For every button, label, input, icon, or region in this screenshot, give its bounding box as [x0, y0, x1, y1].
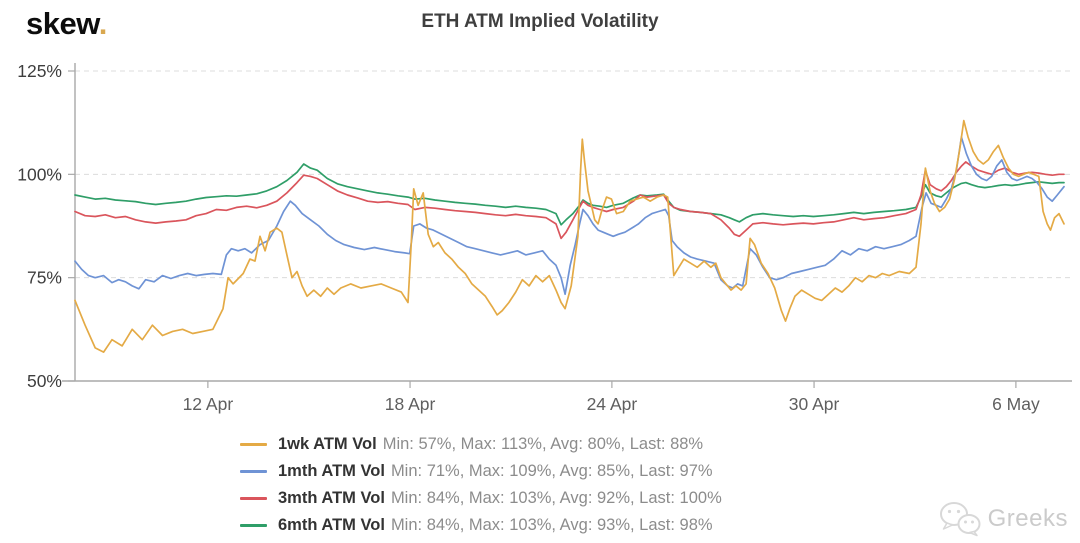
legend-name-3mth: 3mth ATM Vol — [278, 489, 385, 507]
legend-marker-3mth — [240, 497, 267, 500]
skew-logo-dot: . — [98, 6, 108, 41]
legend-stats-1wk: Min: 57%, Max: 113%, Avg: 80%, Last: 88% — [382, 435, 704, 453]
chart-legend: 1wk ATM Vol Min: 57%, Max: 113%, Avg: 80… — [240, 431, 722, 539]
legend-item-6mth[interactable]: 6mth ATM Vol Min: 84%, Max: 103%, Avg: 9… — [240, 512, 722, 539]
series-line-6mth-atm-vol — [74, 163, 1065, 226]
x-tick-label: 30 Apr — [789, 394, 840, 414]
legend-item-3mth[interactable]: 3mth ATM Vol Min: 84%, Max: 103%, Avg: 9… — [240, 485, 722, 512]
legend-marker-1wk — [240, 443, 267, 446]
x-tick-label: 24 Apr — [587, 394, 638, 414]
skew-logo: skew. — [26, 6, 107, 42]
legend-marker-1mth — [240, 470, 267, 473]
skew-logo-text: skew — [26, 6, 99, 41]
legend-stats-3mth: Min: 84%, Max: 103%, Avg: 92%, Last: 100… — [390, 489, 722, 507]
legend-name-1wk: 1wk ATM Vol — [278, 435, 377, 453]
legend-stats-6mth: Min: 84%, Max: 103%, Avg: 93%, Last: 98% — [390, 516, 713, 534]
legend-stats-1mth: Min: 71%, Max: 109%, Avg: 85%, Last: 97% — [390, 462, 713, 480]
legend-marker-6mth — [240, 524, 267, 527]
x-tick-label: 6 May — [992, 394, 1040, 414]
x-tick-label: 12 Apr — [183, 394, 234, 414]
chart-title: ETH ATM Implied Volatility — [421, 11, 659, 32]
series-line-1wk-atm-vol — [74, 119, 1065, 353]
y-tick-label: 50% — [27, 371, 62, 391]
legend-item-1wk[interactable]: 1wk ATM Vol Min: 57%, Max: 113%, Avg: 80… — [240, 431, 722, 458]
legend-name-6mth: 6mth ATM Vol — [278, 516, 385, 534]
wechat-icon — [939, 502, 981, 537]
legend-item-1mth[interactable]: 1mth ATM Vol Min: 71%, Max: 109%, Avg: 8… — [240, 458, 722, 485]
legend-name-1mth: 1mth ATM Vol — [278, 462, 385, 480]
series-line-3mth-atm-vol — [74, 161, 1065, 240]
greeks-watermark: Greeks — [939, 501, 1068, 537]
y-tick-label: 100% — [17, 164, 62, 184]
series-line-1mth-atm-vol — [74, 136, 1065, 296]
y-tick-label: 125% — [17, 61, 62, 81]
greeks-watermark-text: Greeks — [987, 505, 1068, 532]
x-tick-label: 18 Apr — [385, 394, 436, 414]
y-tick-label: 75% — [27, 268, 62, 288]
